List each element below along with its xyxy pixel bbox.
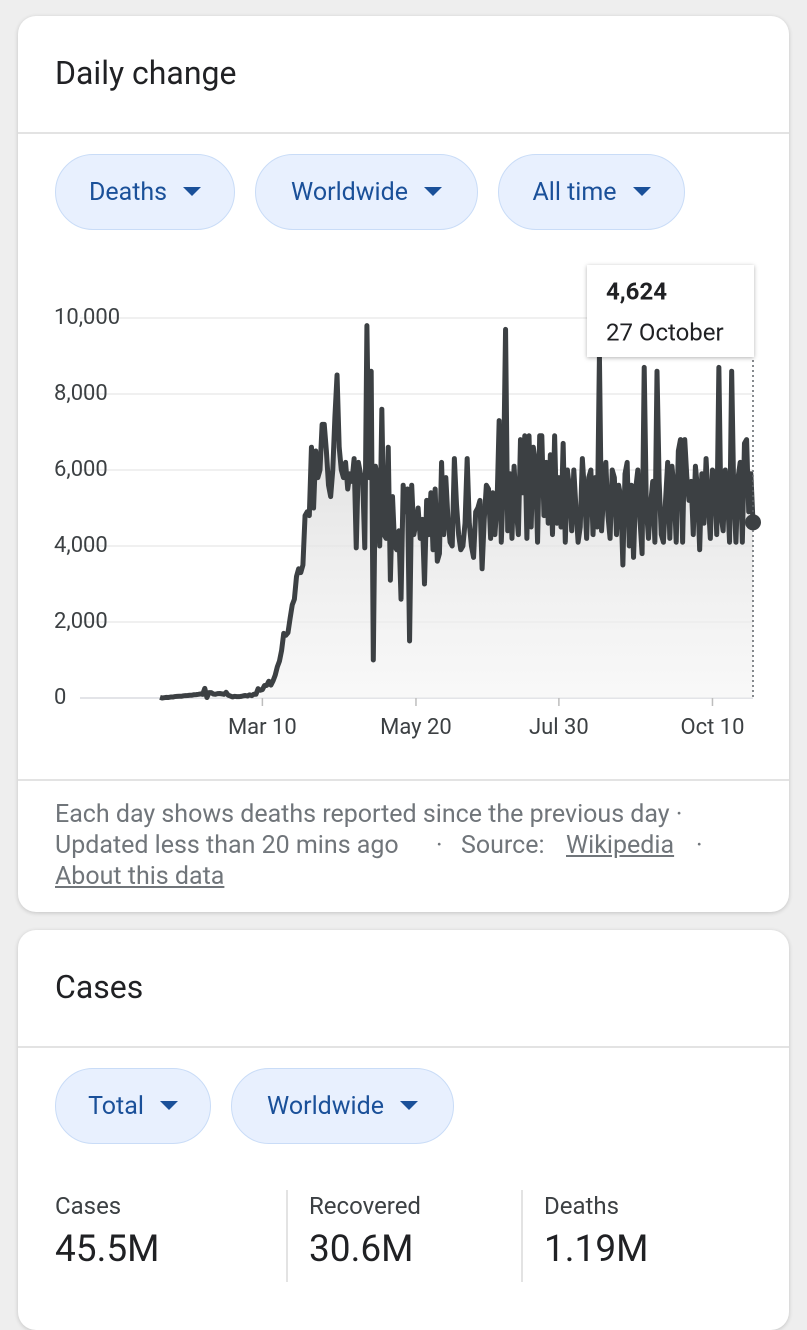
filter-chip[interactable]: Total (55, 1068, 211, 1144)
filter-chip[interactable]: Worldwide (231, 1068, 454, 1144)
stat-value: 30.6M (309, 1228, 414, 1271)
divider (18, 132, 789, 134)
stat-label: Deaths (544, 1192, 619, 1220)
stat-value: 45.5M (55, 1228, 160, 1271)
stat-label: Recovered (309, 1192, 421, 1220)
caret (159, 1101, 178, 1110)
hover-dot (745, 514, 761, 531)
stat-label: Cases (55, 1192, 122, 1220)
divider (18, 779, 789, 781)
y-tick-label: 6,000 (54, 457, 108, 482)
separator: · (675, 800, 683, 829)
card-title: Daily change (55, 54, 237, 92)
chip-label: Total (88, 1091, 144, 1121)
source-label: Source: (461, 831, 545, 860)
chip-label: Worldwide (267, 1091, 384, 1121)
updated-text: Updated less than 20 mins ago (55, 831, 399, 860)
stat-value: 1.19M (544, 1228, 649, 1271)
cases-card: Cases Total Worldwide Cases 45.5M Recove… (18, 930, 789, 1330)
y-tick-label: 0 (54, 685, 66, 710)
caret (423, 187, 442, 196)
line (159, 323, 756, 701)
filter-chip[interactable]: Deaths (55, 154, 235, 230)
y-tick-label: 10,000 (54, 305, 120, 330)
y-tick-label: 2,000 (54, 609, 108, 634)
x-tick-label: Mar 10 (228, 715, 297, 740)
page: Daily change Deaths Worldwide All time E… (18, 16, 789, 1330)
tooltip-date: 27 October (606, 318, 724, 346)
x-tick-label: May 20 (380, 715, 452, 740)
divider (286, 1190, 288, 1282)
x-tick-label: Jul 30 (529, 715, 589, 740)
footnote-text: Each day shows deaths reported since the… (55, 800, 670, 829)
caret (183, 187, 202, 196)
divider (18, 1046, 789, 1048)
separator: · (696, 831, 703, 860)
caret (632, 187, 651, 196)
chip-label: Deaths (88, 177, 168, 207)
y-tick-label: 4,000 (54, 533, 108, 558)
tooltip: 4,624 27 October (587, 265, 754, 357)
divider (521, 1190, 523, 1282)
x-tick-label: Oct 10 (680, 715, 744, 740)
chip-label: Worldwide (291, 177, 408, 207)
tooltip-value: 4,624 (606, 277, 667, 305)
chip-label: All time (532, 177, 617, 207)
caret (399, 1101, 418, 1110)
footnote-line: Each day shows deaths reported since the… (55, 800, 682, 829)
card-title: Cases (55, 968, 144, 1006)
about-link[interactable]: About this data (55, 862, 225, 891)
separator: · (436, 831, 443, 860)
y-tick-label: 8,000 (54, 381, 108, 406)
source-link[interactable]: Wikipedia (566, 831, 675, 860)
chart: 0 2,000 4,000 6,000 8,000 10,000 Mar 10 May 20 J… (54, 265, 761, 740)
filter-chip[interactable]: Worldwide (255, 154, 478, 230)
filter-chip[interactable]: All time (498, 154, 685, 230)
tooltip-box (587, 265, 754, 357)
